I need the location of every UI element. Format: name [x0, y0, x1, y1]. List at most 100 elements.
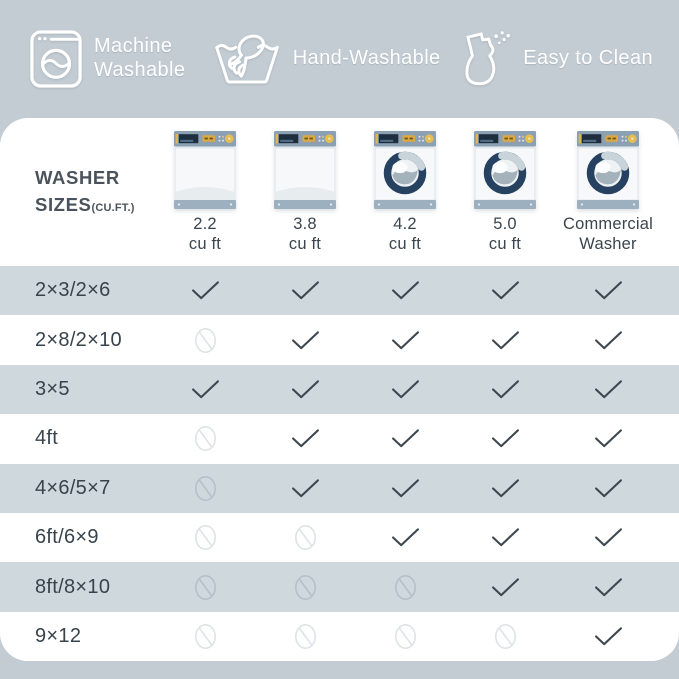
compatibility-cell [155, 623, 255, 650]
washer-illustration-top-load [274, 131, 336, 209]
check-icon [391, 330, 419, 349]
title-suffix: (CU.FT.) [91, 202, 135, 214]
check-icon [491, 528, 519, 547]
washer-column: 2.2 cu ft [155, 118, 255, 255]
feature-label: Easy to Clean [523, 47, 653, 70]
compatibility-cell [355, 428, 455, 449]
compatibility-cell [555, 527, 679, 548]
feature-label: Machine Washable [94, 35, 186, 81]
not-allowed-icon [194, 623, 216, 649]
washer-illustration-front-load [577, 131, 639, 209]
check-icon [391, 429, 419, 448]
washer-size-label: 2.2 cu ft [188, 215, 222, 254]
washer-size-label: Commercial Washer [562, 215, 653, 254]
not-allowed-icon [194, 525, 216, 551]
check-icon [594, 577, 622, 596]
compatibility-cell [555, 626, 679, 647]
title-line2: SIZES(CU.FT.) [35, 194, 135, 215]
check-icon [391, 380, 419, 399]
compatibility-cell [555, 379, 679, 400]
table-row: 9×12 [0, 611, 679, 661]
washer-column: Commercial Washer [555, 118, 679, 255]
size-table: 2×3/2×6 2×8/2×10 3×5 4ft 4×6/5×7 6ft/6×9 8ft/8… [0, 266, 679, 661]
check-icon [491, 429, 519, 448]
compatibility-cell [455, 428, 555, 449]
table-row: 4×6/5×7 [0, 463, 679, 513]
table-row: 6ft/6×9 [0, 512, 679, 563]
not-allowed-icon [294, 623, 316, 649]
row-size-label: 6ft/6×9 [35, 526, 99, 549]
row-size-label: 4ft [35, 427, 59, 450]
compatibility-cell [155, 475, 255, 502]
check-icon [594, 528, 622, 547]
washer-illustration-front-load [474, 131, 536, 209]
washer-column: 3.8 cu ft [255, 118, 355, 255]
compatibility-cell [455, 478, 555, 499]
washer-sizes-title: WASHER SIZES(CU.FT.) [0, 165, 155, 219]
check-icon [291, 479, 319, 497]
not-allowed-icon [294, 574, 316, 600]
check-icon [491, 577, 519, 596]
table-header: WASHER SIZES(CU.FT.) 2.2 cu ft 3.8 cu ft 4.2… [0, 118, 679, 266]
washer-size-label: 3.8 cu ft [288, 215, 322, 254]
check-icon [594, 330, 622, 349]
compatibility-cell [255, 330, 355, 351]
compatibility-cell [155, 327, 255, 354]
not-allowed-icon [194, 426, 216, 452]
compatibility-cell [155, 574, 255, 601]
check-icon [391, 281, 419, 300]
row-size-label: 8ft/8×10 [35, 575, 111, 598]
row-size-label: 2×3/2×6 [35, 279, 111, 302]
check-icon [491, 281, 519, 300]
hand-wash-icon [213, 30, 281, 88]
check-icon [594, 627, 622, 646]
compatibility-cell [255, 280, 355, 301]
comparison-card: WASHER SIZES(CU.FT.) 2.2 cu ft 3.8 cu ft 4.2… [0, 118, 679, 661]
check-icon [391, 479, 419, 497]
title-line1: WASHER [35, 167, 120, 189]
compatibility-cell [255, 379, 355, 400]
feature-strip: Machine Washable Hand-Washable [0, 0, 679, 118]
check-icon [594, 281, 622, 300]
compatibility-cell [155, 379, 255, 400]
compatibility-cell [555, 577, 679, 598]
compatibility-cell [355, 623, 455, 650]
spray-bottle-icon [459, 29, 511, 89]
feature-machine-washable: Machine Washable [30, 30, 194, 88]
not-allowed-icon [394, 574, 416, 600]
table-row: 2×3/2×6 [0, 266, 679, 316]
compatibility-cell [255, 428, 355, 449]
check-icon [594, 479, 622, 497]
compatibility-cell [155, 280, 255, 301]
not-allowed-icon [194, 574, 216, 600]
compatibility-cell [355, 280, 455, 301]
check-icon [491, 330, 519, 349]
check-icon [291, 330, 319, 349]
compatibility-cell [555, 280, 679, 301]
washer-size-label: 4.2 cu ft [388, 215, 422, 254]
check-icon [291, 429, 319, 448]
compatibility-cell [455, 280, 555, 301]
compatibility-cell [255, 478, 355, 499]
compatibility-cell [455, 527, 555, 548]
table-row: 3×5 [0, 364, 679, 415]
feature-easy-to-clean: Easy to Clean [459, 29, 653, 89]
compatibility-cell [355, 478, 455, 499]
feature-label: Hand-Washable [292, 47, 441, 70]
compatibility-cell [255, 623, 355, 650]
compatibility-cell [155, 524, 255, 551]
not-allowed-icon [194, 327, 216, 353]
washer-illustration-front-load [374, 131, 436, 209]
compatibility-cell [255, 524, 355, 551]
check-icon [491, 479, 519, 497]
not-allowed-icon [294, 525, 316, 551]
washer-compatibility-infographic: Machine Washable Hand-Washable [0, 0, 679, 661]
compatibility-cell [455, 330, 555, 351]
washer-size-label: 5.0 cu ft [488, 215, 522, 254]
compatibility-cell [155, 425, 255, 452]
not-allowed-icon [394, 623, 416, 649]
check-icon [594, 429, 622, 448]
check-icon [191, 281, 219, 300]
row-size-label: 4×6/5×7 [35, 476, 111, 499]
check-icon [594, 380, 622, 399]
